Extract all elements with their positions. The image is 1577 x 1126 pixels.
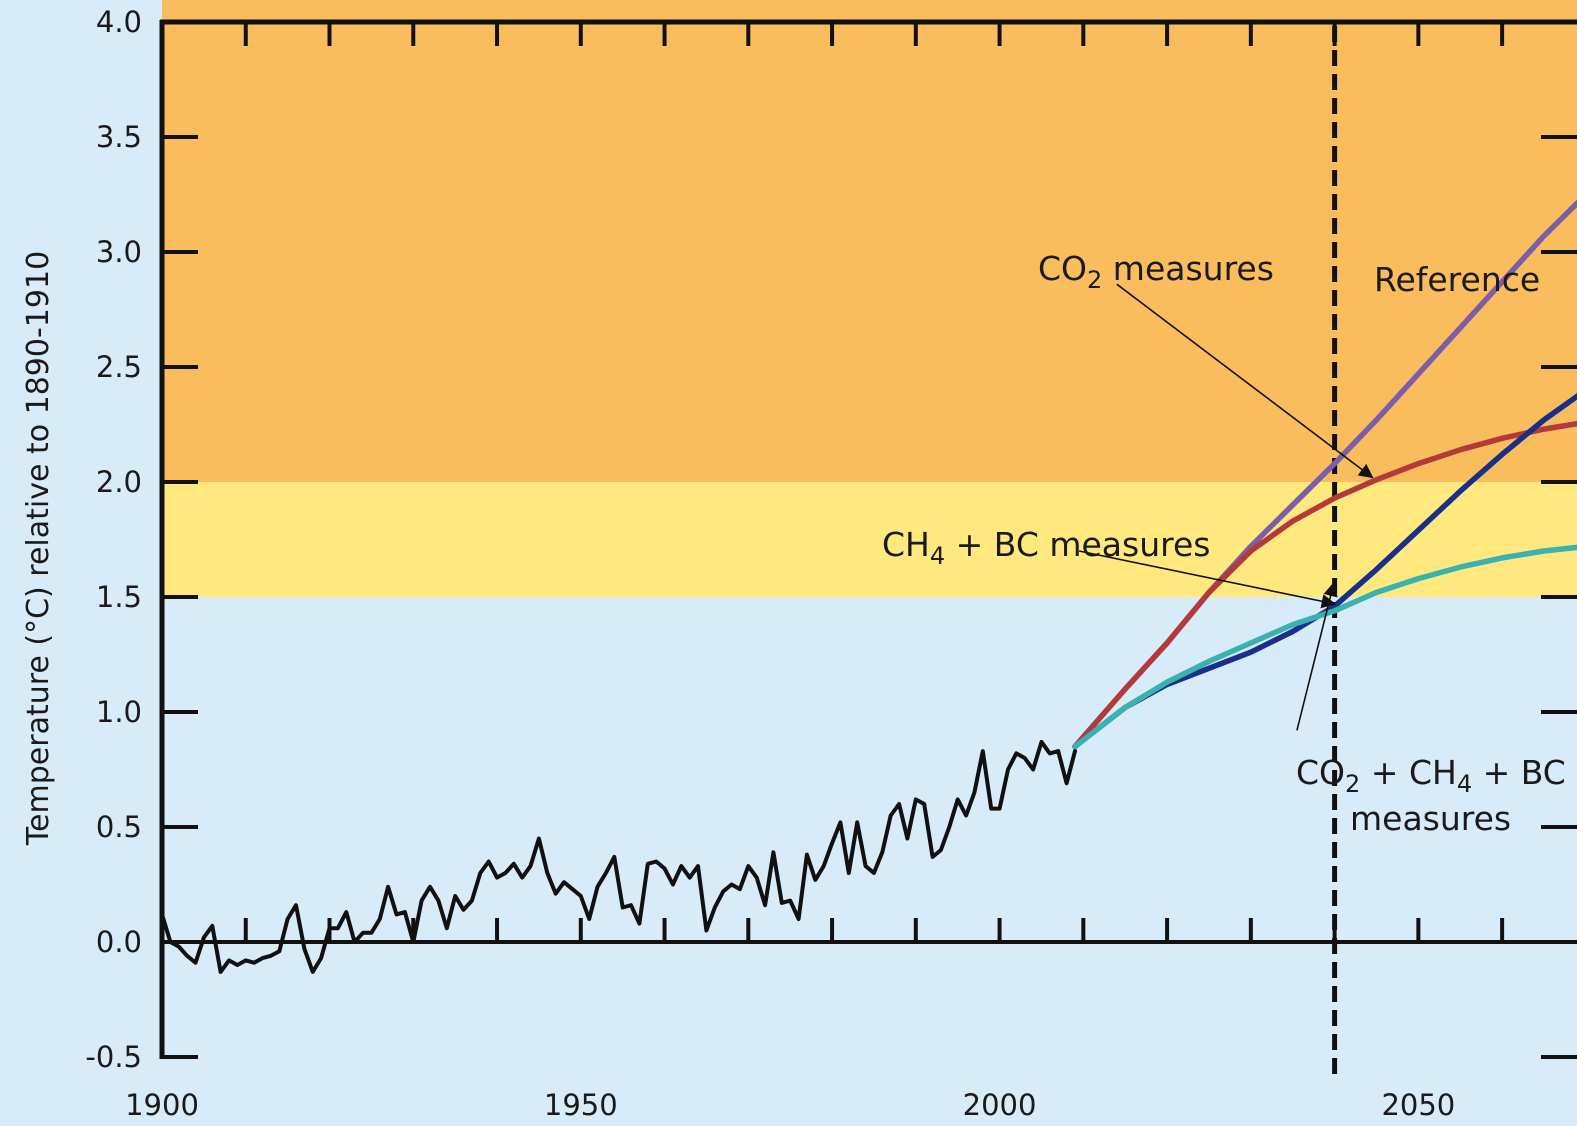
co2-measures-arrow — [1116, 283, 1374, 479]
y-tick-label: 1.5 — [96, 580, 142, 614]
co2-measures-line — [1072, 420, 1577, 750]
annotation-combined-measures-line2: measures — [1350, 799, 1511, 838]
ch4-bc-measures-line — [1072, 544, 1577, 750]
band-1-5-to-2c — [162, 482, 1577, 597]
y-tick-label: 2.5 — [96, 350, 142, 384]
y-tick-label: 1.0 — [96, 695, 142, 729]
y-tick-label: 3.5 — [96, 120, 142, 154]
ch4-bc-measures-arrow — [1078, 550, 1337, 609]
annotation-ch4-bc-measures: CH4 + BC measures — [882, 525, 1210, 570]
annotation-reference: Reference — [1374, 260, 1540, 299]
y-tick-label: 0.5 — [96, 810, 142, 844]
band-below-1-5c — [162, 597, 1577, 1126]
y-tick-label: 0.0 — [96, 925, 142, 959]
x-tick-label: 1900 — [125, 1088, 199, 1122]
x-axis-ticks: 1900 1950 2000 2050 — [125, 22, 1505, 1122]
combined-measures-arrow — [1296, 581, 1338, 731]
y-tick-label: 3.0 — [96, 235, 142, 269]
band-above-2c — [162, 0, 1577, 482]
annotation-co2-measures: CO2 measures — [1038, 249, 1274, 294]
observed-temperature-line — [160, 739, 1077, 974]
y-tick-label: 4.0 — [96, 5, 142, 39]
y-tick-label: 2.0 — [96, 465, 142, 499]
x-tick-label: 1950 — [544, 1088, 618, 1122]
y-tick-label: -0.5 — [85, 1040, 142, 1074]
x-tick-label: 2000 — [963, 1088, 1037, 1122]
y-axis-ticks: 4.0 3.5 3.0 2.5 2.0 1.5 1.0 0.5 0.0 -0.5 — [85, 5, 1577, 1074]
annotation-combined-measures: CO2 + CH4 + BC — [1296, 753, 1566, 798]
x-tick-label: 2050 — [1381, 1088, 1455, 1122]
y-axis-title: Temperature (°C) relative to 1890-1910 — [21, 251, 56, 846]
